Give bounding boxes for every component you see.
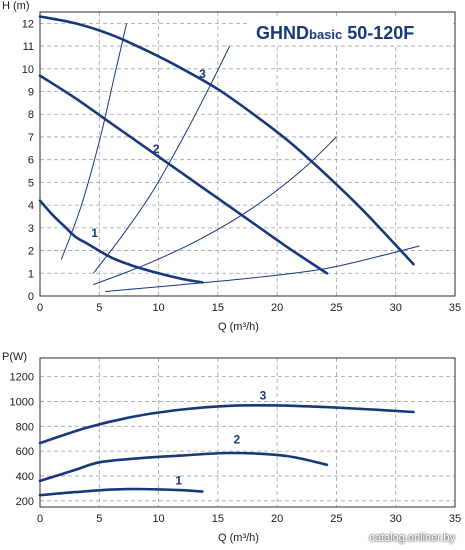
head-x-tick-label: 25 <box>330 302 342 314</box>
power-y-tick-label: 400 <box>16 471 34 483</box>
head-y-tick-label: 7 <box>28 132 34 144</box>
head-x-tick-label: 30 <box>390 302 402 314</box>
power-x-tick-label: 5 <box>96 513 102 525</box>
head-y-tick-label: 4 <box>28 200 34 212</box>
power-plot-frame <box>39 357 456 508</box>
head-y-tick-label: 5 <box>28 177 34 189</box>
power-y-axis-label: P(W) <box>2 351 27 363</box>
head-y-tick-label: 6 <box>28 155 34 167</box>
power-curve-label-1: 1 <box>175 474 182 488</box>
watermark: catalog.onliner.by <box>369 532 455 544</box>
power-x-tick-label: 10 <box>152 513 164 525</box>
head-system-curve-4 <box>105 245 420 292</box>
power-y-tick-label: 1000 <box>10 396 34 408</box>
power-y-tick-label: 800 <box>16 421 34 433</box>
head-x-axis-label: Q (m³/h) <box>218 321 259 333</box>
head-system-curve-3 <box>93 136 337 286</box>
power-y-tick-label: 200 <box>16 496 34 508</box>
power-y-tick-label: 600 <box>16 446 34 458</box>
head-y-tick-label: 9 <box>28 87 34 99</box>
head-curve-label-3: 3 <box>199 67 206 81</box>
head-x-tick-label: 0 <box>37 302 43 314</box>
head-curve-label-1: 1 <box>91 226 98 240</box>
power-x-tick-label: 20 <box>271 513 283 525</box>
power-curve-label-2: 2 <box>233 433 240 447</box>
head-y-tick-label: 2 <box>28 246 34 258</box>
power-x-tick-label: 35 <box>449 513 461 525</box>
power-curve-label-3: 3 <box>260 389 267 403</box>
head-x-tick-label: 10 <box>152 302 164 314</box>
head-y-tick-label: 0 <box>28 291 34 303</box>
head-x-tick-label: 35 <box>449 302 461 314</box>
power-x-tick-label: 15 <box>212 513 224 525</box>
head-y-tick-label: 11 <box>23 41 34 53</box>
head-curve-2 <box>38 74 329 275</box>
head-x-tick-label: 20 <box>271 302 283 314</box>
power-curve-2 <box>38 451 329 483</box>
power-curve-1 <box>38 487 204 497</box>
head-y-tick-label: 1 <box>28 268 34 280</box>
power-x-tick-label: 25 <box>330 513 342 525</box>
power-y-tick-label: 1200 <box>10 372 34 384</box>
head-system-curve-1 <box>60 23 128 260</box>
head-y-axis-label: H (m) <box>2 0 30 12</box>
head-x-tick-label: 5 <box>96 302 102 314</box>
head-y-tick-label: 8 <box>28 109 34 121</box>
power-x-tick-label: 30 <box>390 513 402 525</box>
head-curve-1 <box>38 199 204 284</box>
power-curve-3 <box>38 403 415 445</box>
head-y-tick-label: 3 <box>28 223 34 235</box>
power-x-tick-label: 0 <box>37 513 43 525</box>
head-curve-3 <box>38 15 415 266</box>
power-x-axis-label: Q (m³/h) <box>218 532 259 544</box>
head-y-tick-label: 12 <box>22 18 34 30</box>
head-x-tick-label: 15 <box>212 302 224 314</box>
head-curve-label-2: 2 <box>153 142 160 156</box>
chart-title: GHNDbasic 50-120F <box>256 23 414 43</box>
head-y-tick-label: 10 <box>22 64 34 76</box>
head-plot-frame <box>39 11 456 297</box>
chart-title-background <box>250 16 450 44</box>
head-system-curve-2 <box>93 45 231 274</box>
